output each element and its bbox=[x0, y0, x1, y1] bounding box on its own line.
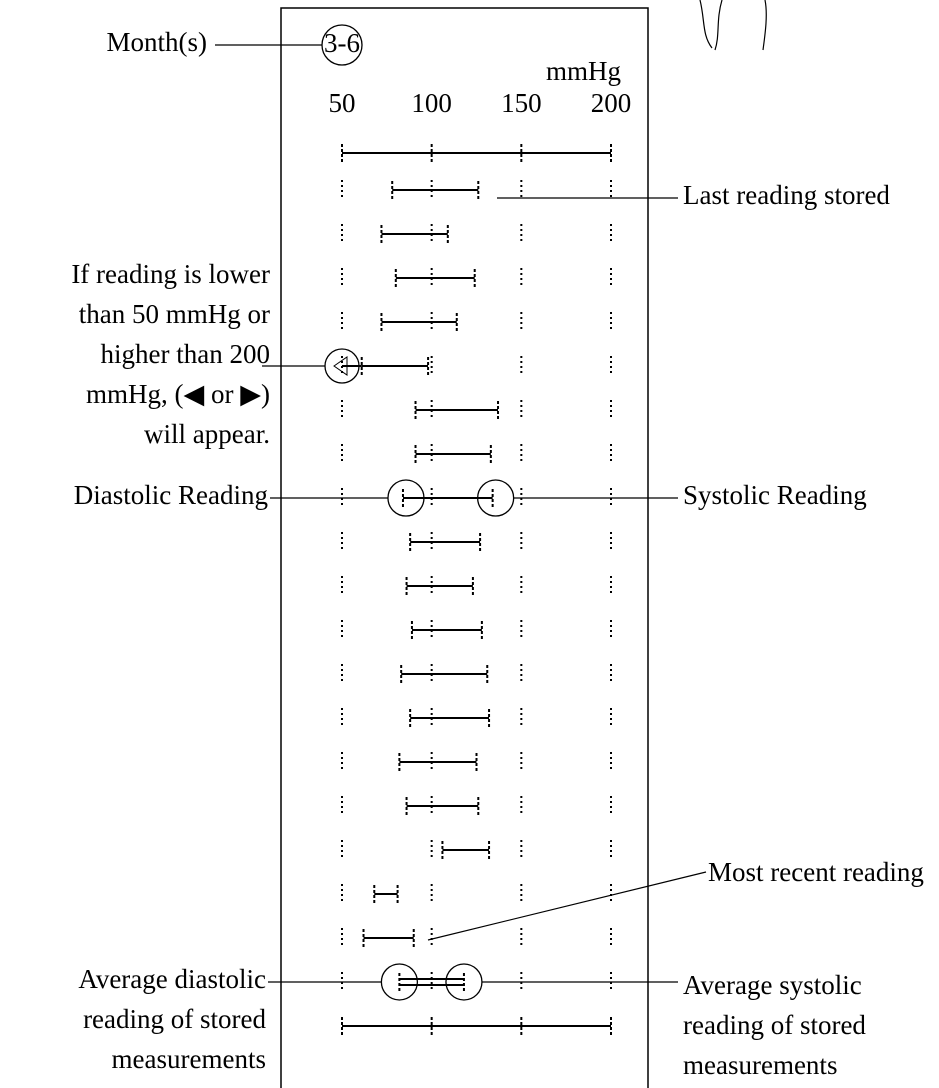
callout-text: reading of stored bbox=[83, 1004, 266, 1034]
sketch bbox=[699, 0, 767, 51]
callout-text: mmHg, (◀ or ▶) bbox=[86, 379, 270, 409]
callout-text: Diastolic Reading bbox=[74, 480, 268, 510]
callout-text: Month(s) bbox=[107, 27, 208, 57]
highlight-circle bbox=[380, 963, 419, 1001]
callout-text: than 50 mmHg or bbox=[79, 299, 270, 329]
highlight-circle bbox=[445, 963, 483, 1001]
callout-text: Average diastolic bbox=[78, 964, 266, 994]
callout-text: Average systolic bbox=[683, 970, 862, 1000]
display-panel bbox=[280, 7, 649, 1088]
month: 3-6 bbox=[324, 28, 360, 58]
callout-text: higher than 200 bbox=[101, 339, 270, 369]
leader-line bbox=[427, 871, 707, 941]
scale-label: 200 bbox=[591, 88, 632, 118]
unit: mmHg bbox=[546, 56, 621, 86]
callout-text: reading of stored bbox=[683, 1010, 866, 1040]
callout-text: measurements bbox=[112, 1044, 266, 1074]
scale-label: 150 bbox=[501, 88, 542, 118]
scale-label: 100 bbox=[411, 88, 452, 118]
callout-text: will appear. bbox=[144, 419, 270, 449]
callout-text: measurements bbox=[683, 1050, 837, 1080]
callout-text: If reading is lower bbox=[71, 259, 270, 289]
callout-text: Last reading stored bbox=[683, 180, 890, 210]
scale-label: 50 bbox=[329, 88, 356, 118]
callout-text: Most recent reading bbox=[708, 857, 924, 887]
callout-text: Systolic Reading bbox=[683, 480, 867, 510]
